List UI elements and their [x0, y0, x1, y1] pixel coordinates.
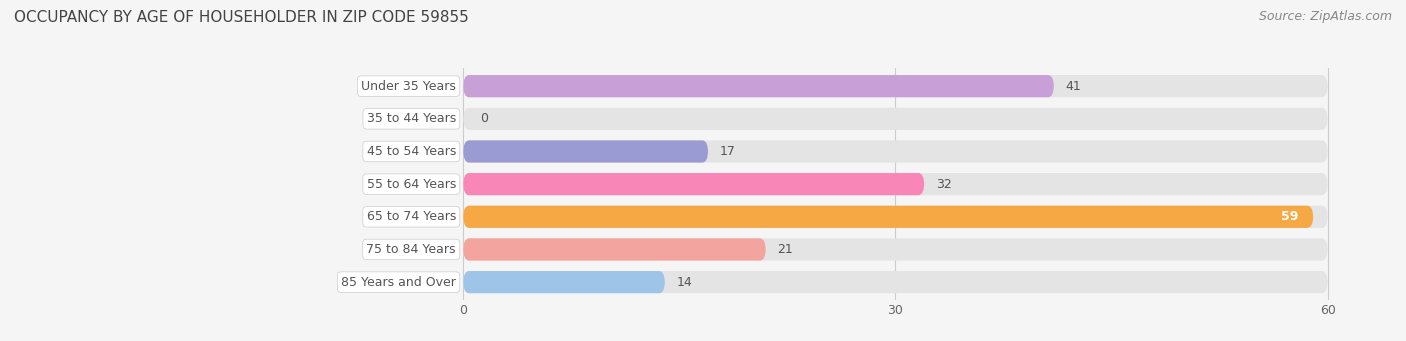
- Text: 45 to 54 Years: 45 to 54 Years: [367, 145, 456, 158]
- Text: 41: 41: [1066, 80, 1081, 93]
- FancyBboxPatch shape: [463, 75, 1054, 97]
- Text: 85 Years and Over: 85 Years and Over: [342, 276, 456, 288]
- FancyBboxPatch shape: [463, 206, 1327, 228]
- Text: 75 to 84 Years: 75 to 84 Years: [367, 243, 456, 256]
- Text: 21: 21: [778, 243, 793, 256]
- Text: OCCUPANCY BY AGE OF HOUSEHOLDER IN ZIP CODE 59855: OCCUPANCY BY AGE OF HOUSEHOLDER IN ZIP C…: [14, 10, 468, 25]
- Text: 17: 17: [720, 145, 735, 158]
- Text: 14: 14: [676, 276, 692, 288]
- FancyBboxPatch shape: [463, 108, 1327, 130]
- FancyBboxPatch shape: [463, 206, 1313, 228]
- FancyBboxPatch shape: [463, 173, 1327, 195]
- Text: 55 to 64 Years: 55 to 64 Years: [367, 178, 456, 191]
- FancyBboxPatch shape: [463, 75, 1327, 97]
- FancyBboxPatch shape: [463, 140, 709, 163]
- FancyBboxPatch shape: [463, 238, 766, 261]
- Text: 32: 32: [936, 178, 952, 191]
- Text: 65 to 74 Years: 65 to 74 Years: [367, 210, 456, 223]
- FancyBboxPatch shape: [463, 271, 665, 293]
- Text: Source: ZipAtlas.com: Source: ZipAtlas.com: [1258, 10, 1392, 23]
- FancyBboxPatch shape: [463, 173, 924, 195]
- FancyBboxPatch shape: [463, 140, 1327, 163]
- Text: 59: 59: [1281, 210, 1299, 223]
- FancyBboxPatch shape: [463, 238, 1327, 261]
- Text: Under 35 Years: Under 35 Years: [361, 80, 456, 93]
- FancyBboxPatch shape: [463, 271, 1327, 293]
- Text: 35 to 44 Years: 35 to 44 Years: [367, 112, 456, 125]
- Text: 0: 0: [481, 112, 488, 125]
